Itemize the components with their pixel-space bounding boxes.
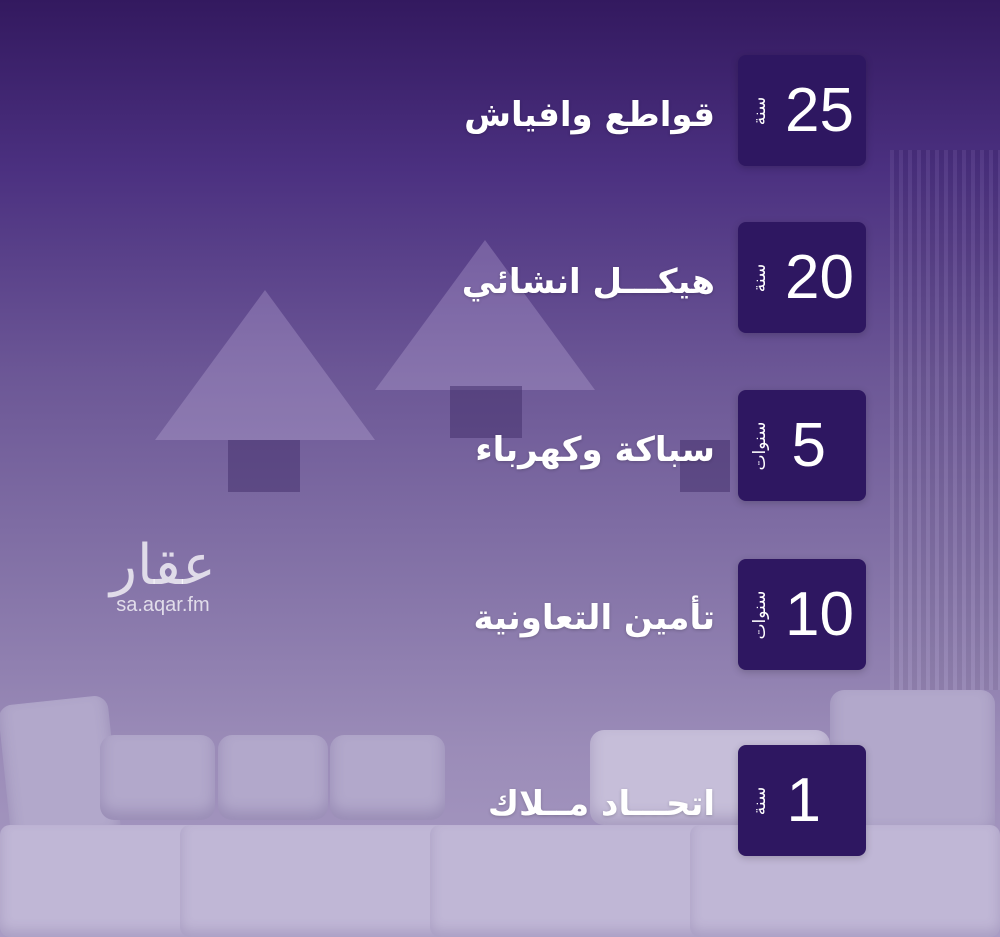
warranty-badge: 20 سنة <box>738 222 866 333</box>
warranty-unit: سنة <box>750 96 770 125</box>
warranty-label: تأمين التعاونية <box>473 598 715 638</box>
aqar-watermark: عقار sa.aqar.fm <box>110 538 216 617</box>
warranty-label: قواطع وافياش <box>464 95 715 135</box>
warranty-label: سباكة وكهرباء <box>475 430 715 470</box>
warranty-badge: 25 سنة <box>738 55 866 166</box>
light-beam <box>375 240 595 390</box>
warranty-years: 25 <box>785 75 854 145</box>
warranty-unit: سنوات <box>750 421 770 470</box>
warranty-years: 20 <box>785 242 854 312</box>
warranty-unit: سنوات <box>750 590 770 639</box>
wall-panel-stripes <box>890 150 1000 690</box>
watermark-url: sa.aqar.fm <box>116 594 210 616</box>
warranty-unit: سنة <box>750 263 770 292</box>
wall-lamp <box>228 440 300 492</box>
warranty-years: 1 <box>786 765 821 835</box>
warranty-label: اتحـــاد مــلاك <box>487 784 715 824</box>
warranty-years: 10 <box>785 579 854 649</box>
watermark-logo: عقار <box>110 533 216 598</box>
warranty-badge: 1 سنة <box>738 745 866 856</box>
warranty-badge: 10 سنوات <box>738 559 866 670</box>
light-beam <box>155 290 375 440</box>
warranty-label: هيكـــل انشائي <box>461 262 715 302</box>
wall-lamp <box>450 386 522 438</box>
wall-lamp <box>680 440 730 492</box>
warranty-unit: سنة <box>750 786 770 815</box>
warranty-years: 5 <box>791 410 826 480</box>
warranty-badge: 5 سنوات <box>738 390 866 501</box>
